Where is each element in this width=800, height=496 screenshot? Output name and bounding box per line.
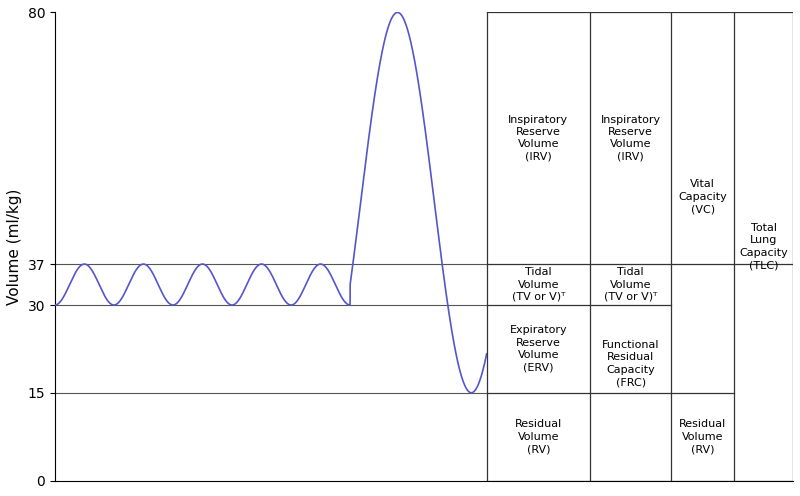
Text: Inspiratory
Reserve
Volume
(IRV): Inspiratory Reserve Volume (IRV) xyxy=(601,115,661,162)
Text: Residual
Volume
(RV): Residual Volume (RV) xyxy=(679,419,726,454)
Text: Vital
Capacity
(VC): Vital Capacity (VC) xyxy=(678,180,727,214)
Text: Functional
Residual
Capacity
(FRC): Functional Residual Capacity (FRC) xyxy=(602,340,659,387)
Text: Inspiratory
Reserve
Volume
(IRV): Inspiratory Reserve Volume (IRV) xyxy=(508,115,569,162)
Text: Residual
Volume
(RV): Residual Volume (RV) xyxy=(514,419,562,454)
Text: Tidal
Volume
(TV or V)ᵀ: Tidal Volume (TV or V)ᵀ xyxy=(512,267,565,302)
Text: Expiratory
Reserve
Volume
(ERV): Expiratory Reserve Volume (ERV) xyxy=(510,325,567,372)
Text: Tidal
Volume
(TV or V)ᵀ: Tidal Volume (TV or V)ᵀ xyxy=(604,267,658,302)
Y-axis label: Volume (ml/kg): Volume (ml/kg) xyxy=(7,188,22,305)
Text: Total
Lung
Capacity
(TLC): Total Lung Capacity (TLC) xyxy=(739,223,788,270)
